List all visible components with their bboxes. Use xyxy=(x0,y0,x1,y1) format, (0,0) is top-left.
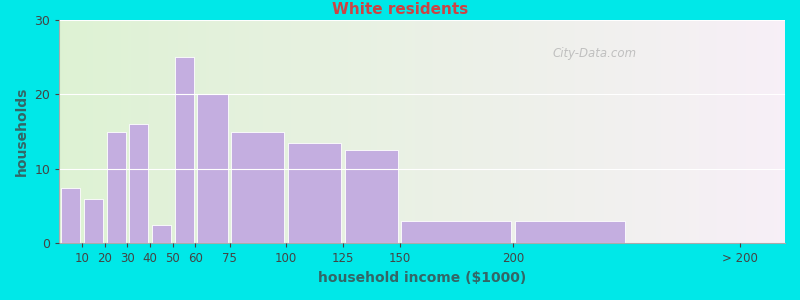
Bar xyxy=(514,221,625,243)
Bar xyxy=(152,225,171,243)
Bar xyxy=(106,132,126,243)
Bar xyxy=(288,143,341,243)
Text: City-Data.com: City-Data.com xyxy=(553,47,637,60)
Bar xyxy=(84,199,103,243)
Bar xyxy=(197,94,228,243)
Bar xyxy=(402,221,511,243)
Bar xyxy=(129,124,149,243)
Bar xyxy=(61,188,81,243)
Bar xyxy=(174,57,194,243)
X-axis label: household income ($1000): household income ($1000) xyxy=(318,271,526,285)
Bar xyxy=(345,150,398,243)
Bar xyxy=(231,132,285,243)
Text: White residents: White residents xyxy=(332,2,468,17)
Y-axis label: households: households xyxy=(15,87,29,176)
